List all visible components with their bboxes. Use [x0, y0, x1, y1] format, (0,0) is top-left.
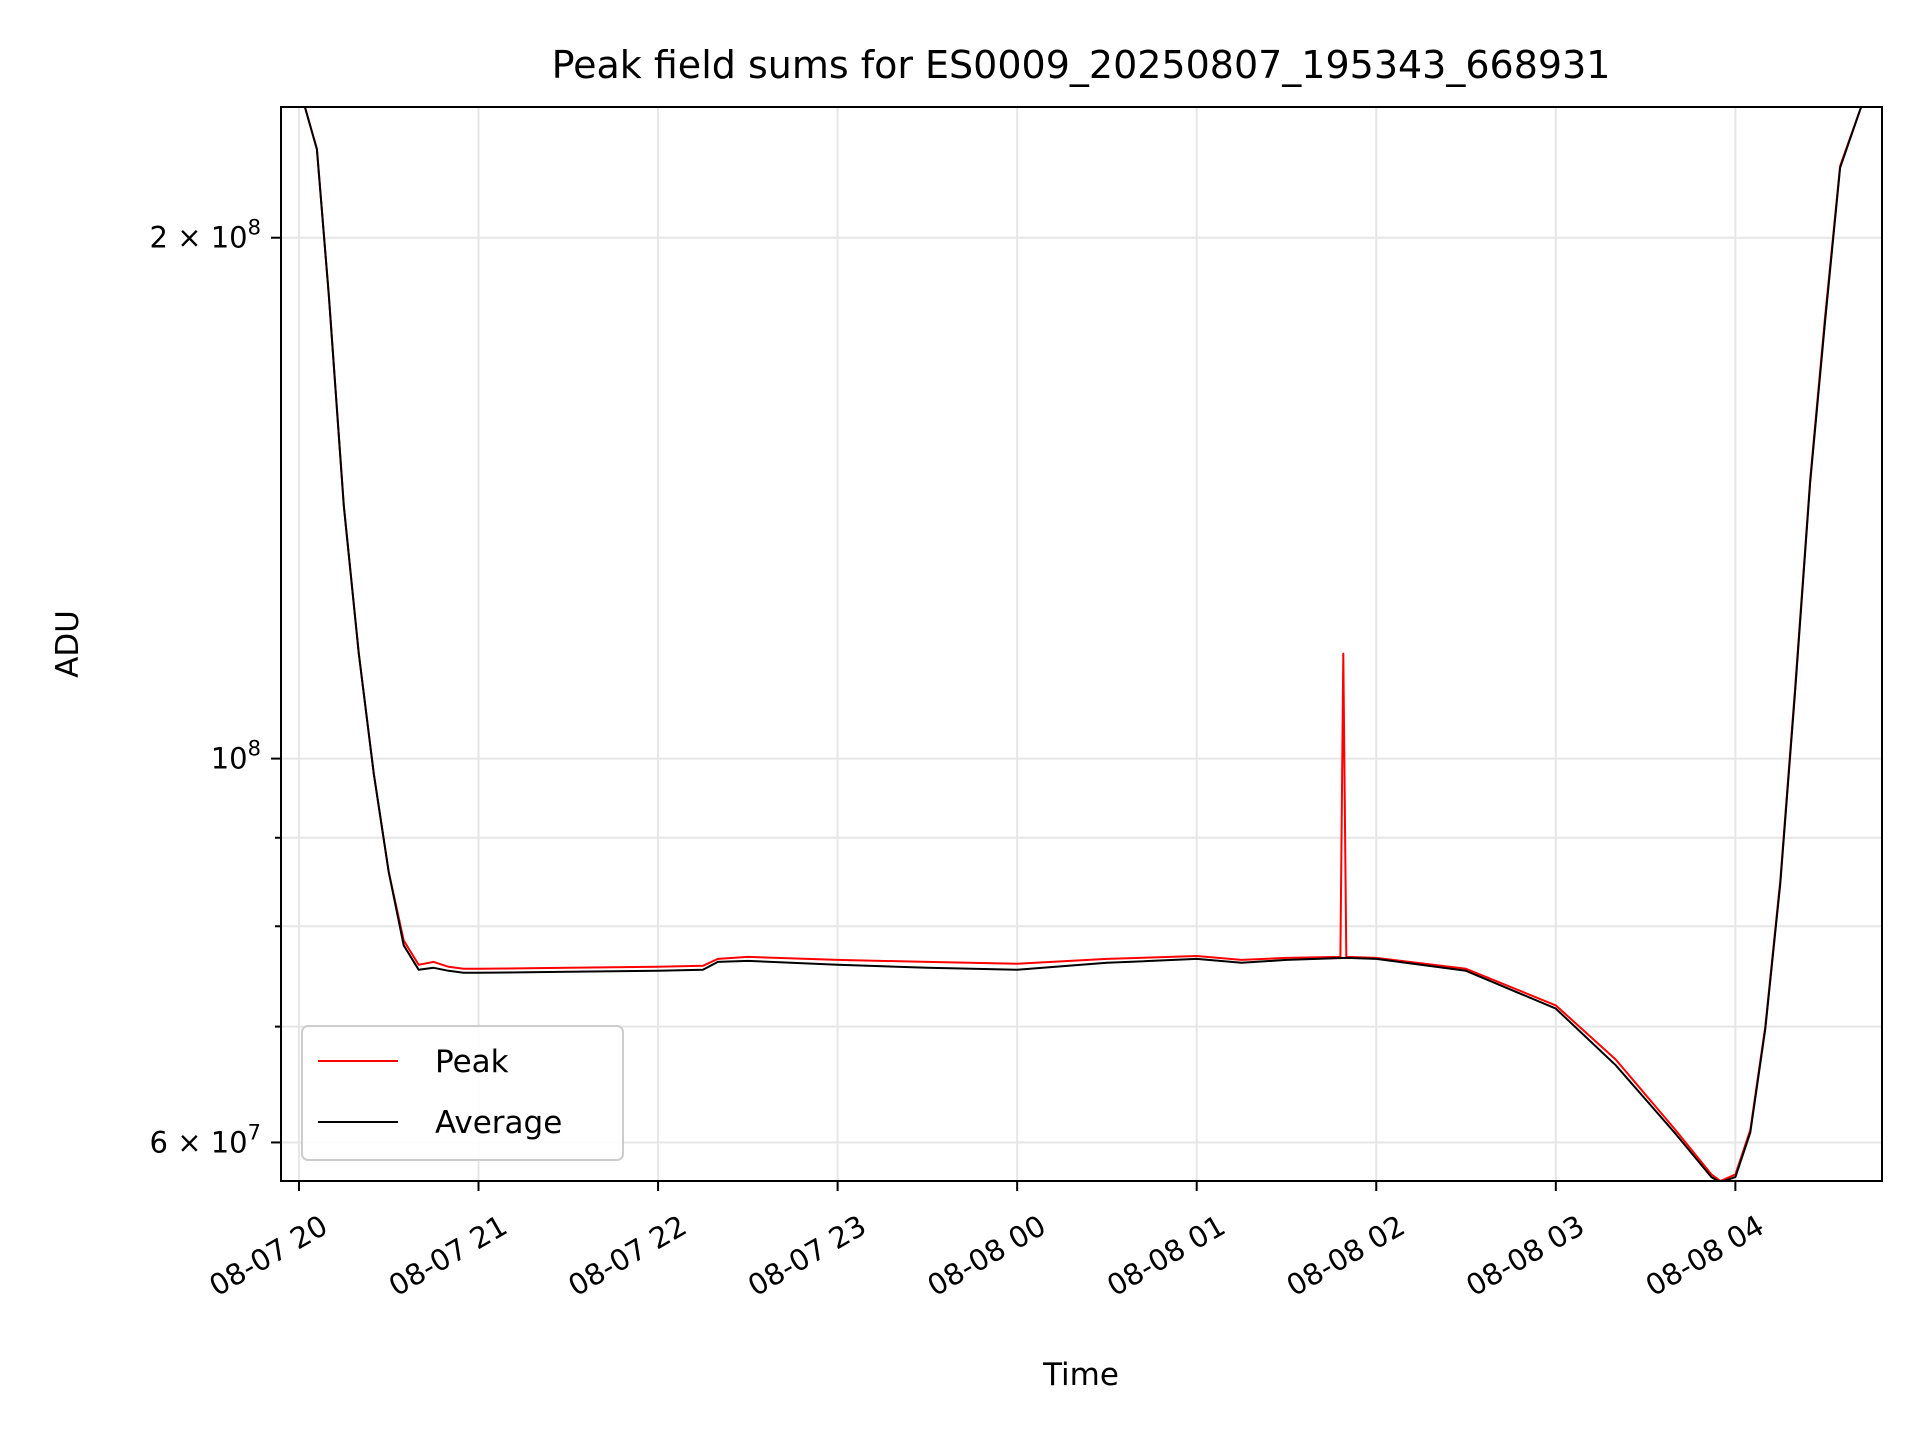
y-tick-label: 108: [211, 737, 261, 776]
legend-label-peak: Peak: [435, 1044, 509, 1080]
y-axis-title: ADU: [50, 610, 86, 678]
legend-label-average: Average: [435, 1105, 562, 1141]
chart-title: Peak field sums for ES0009_20250807_1953…: [552, 43, 1611, 87]
y-axis: 2 × 108 108 6 × 107: [150, 216, 281, 1159]
y-tick-label: 6 × 107: [150, 1120, 261, 1159]
grid-lines: [281, 107, 1882, 1181]
legend: Peak Average: [301, 1025, 624, 1161]
series-layer: [281, 107, 1882, 1181]
plot-frame: [280, 106, 1883, 1182]
x-axis-title: Time: [1042, 1357, 1119, 1393]
y-tick-label: 2 × 108: [150, 216, 261, 255]
series-line-average: [281, 107, 1882, 1181]
legend-box: [301, 1025, 624, 1161]
